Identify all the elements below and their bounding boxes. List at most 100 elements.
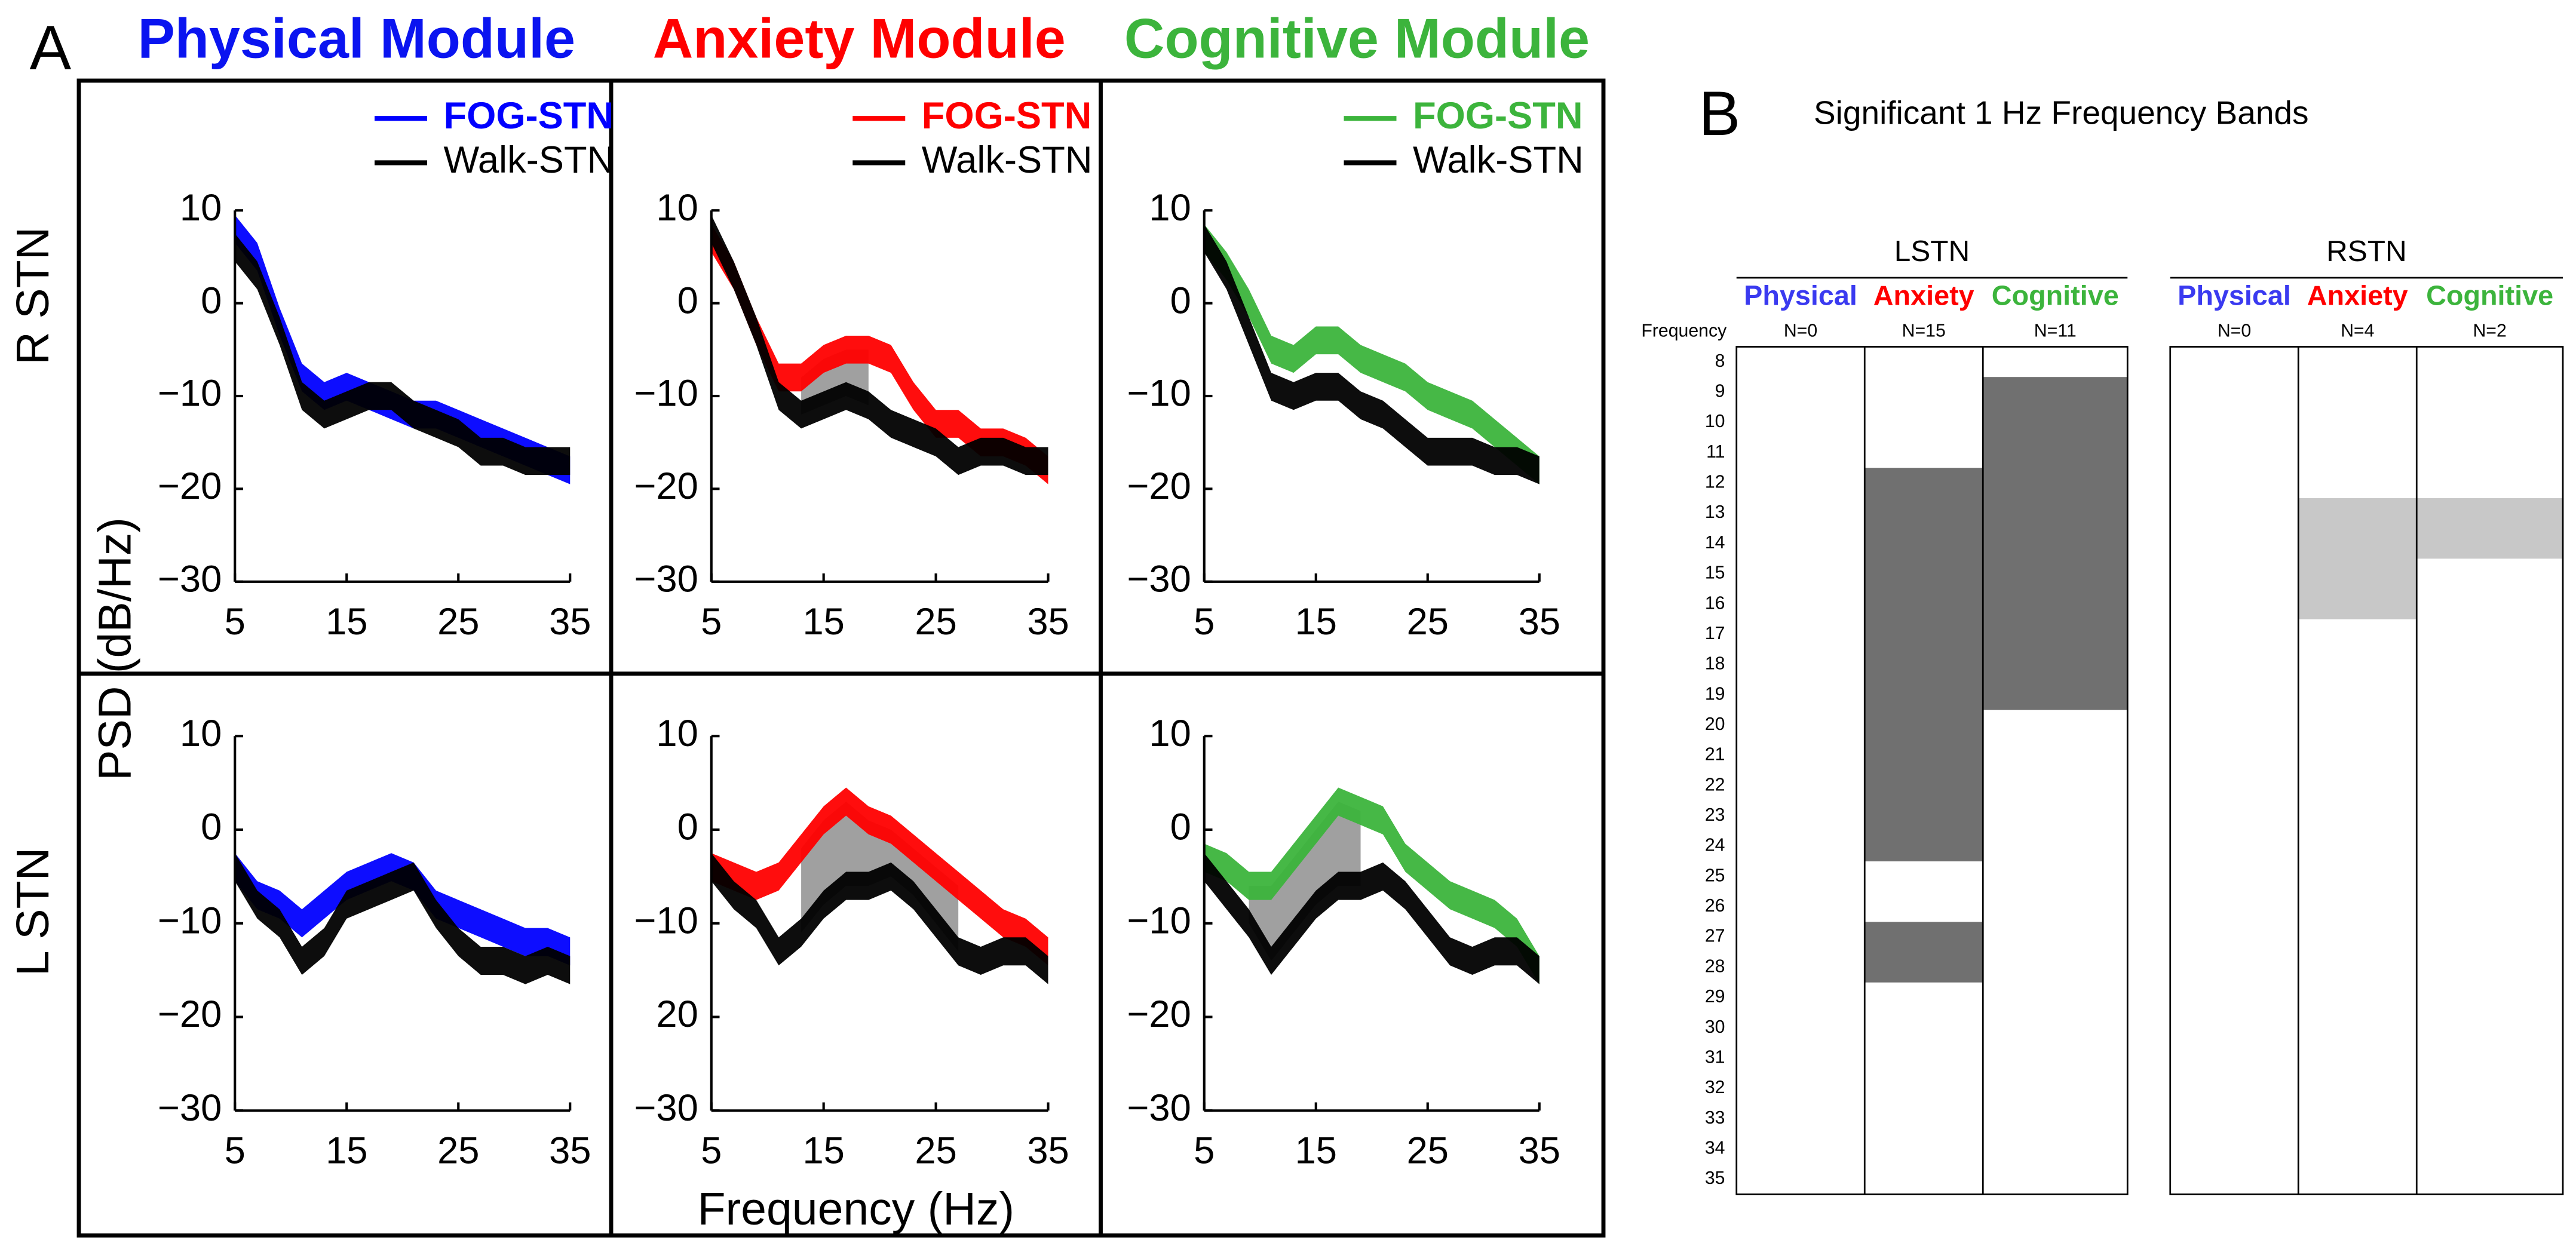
y-tick-label: 0	[201, 280, 222, 321]
row-label: 28	[1705, 956, 1725, 976]
y-tick-label: −20	[158, 465, 222, 507]
panel-label: A	[30, 13, 72, 83]
y-tick-label: 20	[656, 993, 698, 1035]
table-box	[2169, 346, 2564, 1195]
x-tick-label: 5	[225, 601, 246, 643]
row-label: 30	[1705, 1017, 1725, 1037]
x-tick-label: 5	[701, 601, 722, 643]
y-tick-label: −30	[634, 558, 698, 600]
y-tick-label: −20	[1127, 993, 1191, 1035]
row-label: 20	[1705, 714, 1725, 734]
row-label: 12	[1705, 472, 1725, 492]
y-tick-label: −10	[634, 373, 698, 415]
column-label: Physical	[2178, 280, 2291, 311]
panel-label: B	[1699, 79, 1741, 149]
y-tick-label: 10	[180, 713, 222, 754]
y-tick-label: −30	[1127, 558, 1191, 600]
significance-shade	[1249, 801, 1361, 961]
y-tick-label: −30	[158, 558, 222, 600]
frequency-band	[2416, 498, 2563, 559]
y-tick-label: 10	[1149, 187, 1191, 229]
row-label: 15	[1705, 563, 1725, 583]
legend-label: Walk-STN	[1413, 139, 1584, 181]
psd-band	[711, 853, 1048, 984]
row-label: 34	[1705, 1138, 1725, 1158]
x-tick-label: 5	[225, 1130, 246, 1171]
x-tick-label: 5	[1194, 1130, 1215, 1171]
row-header: Frequency	[1641, 321, 1727, 341]
y-tick-label: −10	[158, 900, 222, 941]
y-tick-label: 0	[1170, 806, 1191, 848]
frequency-band	[1864, 468, 1983, 862]
y-tick-label: −20	[1127, 465, 1191, 507]
y-tick-label: 10	[1149, 713, 1191, 754]
legend-label: Walk-STN	[444, 139, 615, 181]
row-label: 10	[1705, 412, 1725, 431]
x-tick-label: 35	[1027, 601, 1069, 643]
row-label: 13	[1705, 502, 1725, 522]
x-tick-label: 35	[1027, 1130, 1069, 1171]
row-label: 21	[1705, 745, 1725, 765]
row-label: 24	[1705, 836, 1725, 855]
x-tick-label: 25	[1407, 1130, 1449, 1171]
n-label: N=2	[2473, 321, 2506, 341]
row-label: 27	[1705, 926, 1725, 946]
x-tick-label: 5	[1194, 601, 1215, 643]
legend-label: FOG-STN	[1413, 95, 1583, 137]
n-label: N=4	[2341, 321, 2374, 341]
legend-label: FOG-STN	[922, 95, 1092, 137]
psd-band	[1204, 224, 1540, 484]
psd-band	[711, 215, 1048, 475]
y-axis-label: PSD (dB/Hz)	[89, 517, 140, 781]
frequency-band	[1864, 922, 1983, 983]
column-title: Anxiety Module	[653, 7, 1066, 69]
y-tick-label: −10	[634, 900, 698, 941]
y-tick-label: 10	[180, 187, 222, 229]
psd-band	[711, 224, 1048, 484]
column-title: Cognitive Module	[1124, 7, 1590, 69]
table-box	[1735, 346, 2129, 1195]
x-tick-label: 15	[802, 601, 844, 643]
y-tick-label: 10	[656, 187, 698, 229]
row-label: 19	[1705, 684, 1725, 704]
x-tick-label: 25	[437, 1130, 479, 1171]
n-label: N=11	[2034, 321, 2077, 341]
group-label: RSTN	[2326, 235, 2407, 268]
row-label: 29	[1705, 987, 1725, 1006]
y-tick-label: 10	[656, 713, 698, 754]
x-tick-label: 25	[915, 601, 956, 643]
x-tick-label: 35	[549, 601, 591, 643]
psd-band	[235, 853, 571, 984]
x-tick-label: 15	[802, 1130, 844, 1171]
row-label: 22	[1705, 775, 1725, 794]
row-label: 32	[1705, 1078, 1725, 1097]
n-label: N=0	[2218, 321, 2251, 341]
y-tick-label: 0	[677, 280, 698, 321]
legend-label: Walk-STN	[922, 139, 1093, 181]
y-tick-label: −20	[158, 993, 222, 1035]
y-tick-label: −30	[158, 1087, 222, 1129]
psd-band	[1204, 787, 1540, 984]
n-label: N=0	[1784, 321, 1817, 341]
y-tick-label: −20	[634, 465, 698, 507]
y-tick-label: −10	[1127, 900, 1191, 941]
row-label: 25	[1705, 866, 1725, 885]
row-label: 31	[1705, 1047, 1725, 1067]
x-tick-label: 25	[1407, 601, 1449, 643]
column-label: Anxiety	[2307, 280, 2408, 311]
row-label: 33	[1705, 1108, 1725, 1128]
group-label: LSTN	[1894, 235, 1970, 268]
psd-band	[235, 853, 571, 966]
row-label: 18	[1705, 654, 1725, 674]
psd-band	[1204, 853, 1540, 984]
psd-band	[1204, 224, 1540, 484]
y-tick-label: −30	[634, 1087, 698, 1129]
psd-band	[711, 787, 1048, 966]
row-label: L STN	[7, 848, 59, 976]
row-label: 16	[1705, 593, 1725, 613]
row-label: R STN	[7, 227, 59, 365]
row-label: 8	[1715, 351, 1725, 371]
y-tick-label: −10	[1127, 373, 1191, 415]
x-tick-label: 15	[1295, 1130, 1337, 1171]
